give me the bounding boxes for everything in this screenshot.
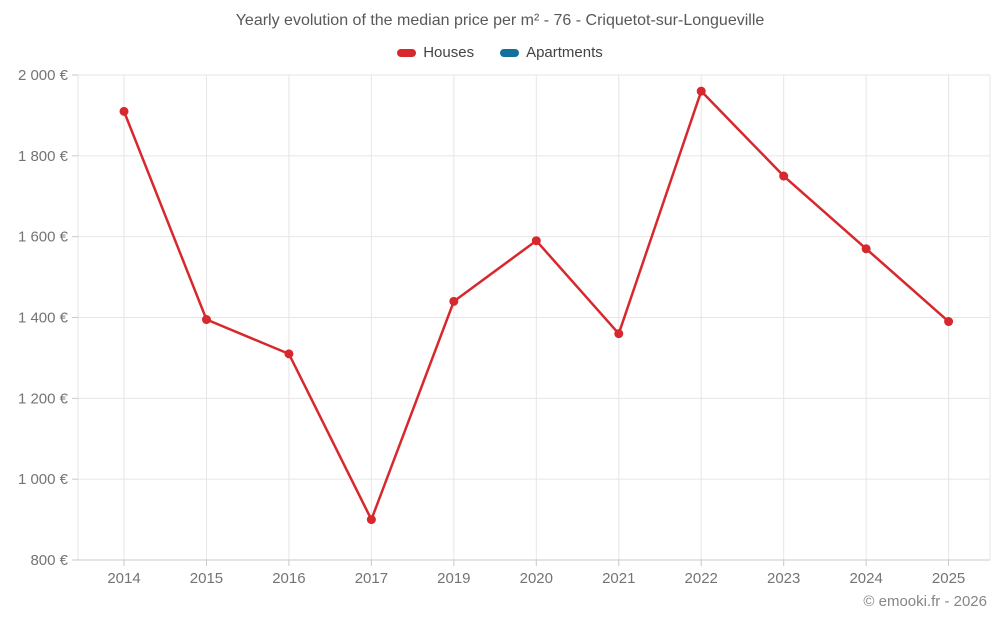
svg-text:2024: 2024 <box>849 570 882 587</box>
svg-text:2016: 2016 <box>272 570 305 587</box>
svg-text:2025: 2025 <box>932 570 965 587</box>
chart-legend: Houses Apartments <box>0 44 1000 61</box>
svg-text:2015: 2015 <box>190 570 223 587</box>
svg-text:1 400 €: 1 400 € <box>18 310 69 327</box>
legend-item-houses[interactable]: Houses <box>397 44 474 61</box>
svg-text:2021: 2021 <box>602 570 635 587</box>
svg-text:2023: 2023 <box>767 570 800 587</box>
watermark: © emooki.fr - 2026 <box>863 593 987 610</box>
chart-title: Yearly evolution of the median price per… <box>235 12 765 29</box>
svg-text:1 000 €: 1 000 € <box>18 471 69 488</box>
svg-text:2022: 2022 <box>685 570 718 587</box>
legend-label-houses: Houses <box>423 44 475 61</box>
svg-text:2 000 €: 2 000 € <box>18 67 69 84</box>
legend-label-apartments: Apartments <box>526 44 603 61</box>
svg-text:2019: 2019 <box>437 570 470 587</box>
svg-text:1 200 €: 1 200 € <box>18 390 69 407</box>
houses-series-swatch-icon <box>397 48 417 57</box>
svg-text:1 800 €: 1 800 € <box>18 148 69 165</box>
svg-text:2017: 2017 <box>355 570 388 587</box>
svg-text:800 €: 800 € <box>30 552 68 569</box>
svg-text:2020: 2020 <box>520 570 553 587</box>
apartments-series-swatch-icon <box>500 48 520 57</box>
svg-text:2014: 2014 <box>107 570 140 587</box>
legend-item-apartments[interactable]: Apartments <box>500 44 603 61</box>
svg-text:1 600 €: 1 600 € <box>18 229 69 246</box>
